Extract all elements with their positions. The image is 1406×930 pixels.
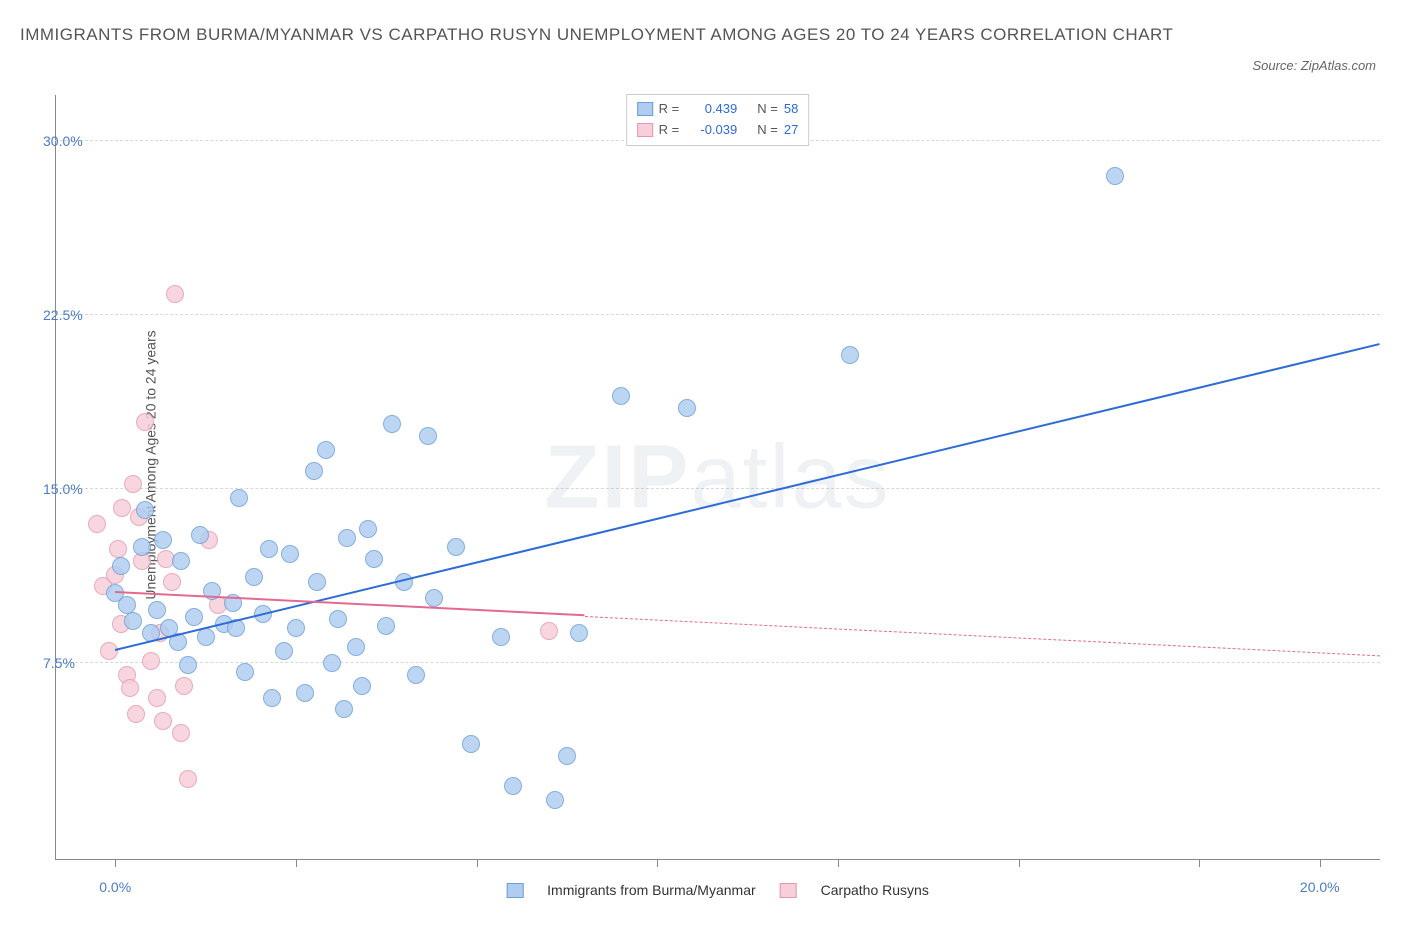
data-point (335, 700, 353, 718)
r-value-a: 0.439 (685, 99, 737, 120)
data-point (154, 531, 172, 549)
swatch-series-b (637, 123, 653, 137)
data-point (447, 538, 465, 556)
data-point (329, 610, 347, 628)
data-point (347, 638, 365, 656)
data-point (678, 399, 696, 417)
data-point (124, 475, 142, 493)
n-value-a: 58 (784, 99, 798, 120)
n-value-b: 27 (784, 120, 798, 141)
data-point (305, 462, 323, 480)
data-point (275, 642, 293, 660)
data-point (172, 552, 190, 570)
data-point (175, 677, 193, 695)
legend-label-b: Carpatho Rusyns (821, 882, 929, 898)
swatch-bottom-a (506, 883, 523, 898)
data-point (236, 663, 254, 681)
data-point (338, 529, 356, 547)
data-point (179, 656, 197, 674)
data-point (172, 724, 190, 742)
x-tick (657, 860, 658, 867)
data-point (133, 538, 151, 556)
data-point (100, 642, 118, 660)
chart-area: ZIPatlas R = 0.439 N = 58 R = -0.039 N =… (55, 95, 1380, 860)
data-point (109, 540, 127, 558)
r-label: R = (659, 120, 680, 141)
r-label: R = (659, 99, 680, 120)
x-tick (1019, 860, 1020, 867)
data-point (179, 770, 197, 788)
data-point (121, 679, 139, 697)
source-label: Source: ZipAtlas.com (1252, 58, 1376, 73)
data-point (287, 619, 305, 637)
data-point (546, 791, 564, 809)
data-point (142, 652, 160, 670)
data-point (570, 624, 588, 642)
data-point (841, 346, 859, 364)
data-point (124, 612, 142, 630)
data-point (113, 499, 131, 517)
x-tick (838, 860, 839, 867)
x-tick (1320, 860, 1321, 867)
data-point (425, 589, 443, 607)
y-axis-label: 15.0% (43, 481, 1406, 497)
x-tick (296, 860, 297, 867)
data-point (377, 617, 395, 635)
data-point (308, 573, 326, 591)
data-point (245, 568, 263, 586)
data-point (383, 415, 401, 433)
data-point (136, 501, 154, 519)
x-tick (115, 860, 116, 867)
data-point (540, 622, 558, 640)
swatch-bottom-b (780, 883, 797, 898)
data-point (191, 526, 209, 544)
chart-title: IMMIGRANTS FROM BURMA/MYANMAR VS CARPATH… (20, 22, 1256, 48)
plot-box (55, 95, 1380, 860)
data-point (419, 427, 437, 445)
data-point (323, 654, 341, 672)
legend-label-a: Immigrants from Burma/Myanmar (547, 882, 755, 898)
data-point (281, 545, 299, 563)
data-point (317, 441, 335, 459)
x-axis-label: 0.0% (99, 879, 131, 895)
data-point (407, 666, 425, 684)
stats-row-a: R = 0.439 N = 58 (637, 99, 799, 120)
data-point (359, 520, 377, 538)
data-point (365, 550, 383, 568)
data-point (230, 489, 248, 507)
data-point (185, 608, 203, 626)
r-value-b: -0.039 (685, 120, 737, 141)
data-point (127, 705, 145, 723)
stats-row-b: R = -0.039 N = 27 (637, 120, 799, 141)
data-point (88, 515, 106, 533)
data-point (558, 747, 576, 765)
data-point (260, 540, 278, 558)
x-tick (1199, 860, 1200, 867)
data-point (492, 628, 510, 646)
data-point (504, 777, 522, 795)
n-label: N = (757, 120, 778, 141)
data-point (263, 689, 281, 707)
x-tick (477, 860, 478, 867)
stats-legend-box: R = 0.439 N = 58 R = -0.039 N = 27 (626, 94, 810, 146)
data-point (612, 387, 630, 405)
data-point (197, 628, 215, 646)
data-point (462, 735, 480, 753)
data-point (136, 413, 154, 431)
data-point (1106, 167, 1124, 185)
swatch-series-a (637, 102, 653, 116)
data-point (353, 677, 371, 695)
data-point (166, 285, 184, 303)
data-point (163, 573, 181, 591)
data-point (148, 601, 166, 619)
data-point (154, 712, 172, 730)
x-axis-label: 20.0% (1300, 879, 1340, 895)
data-point (112, 557, 130, 575)
y-axis-label: 22.5% (43, 307, 1406, 323)
data-point (148, 689, 166, 707)
legend-bottom: Immigrants from Burma/Myanmar Carpatho R… (506, 882, 929, 898)
n-label: N = (757, 99, 778, 120)
data-point (296, 684, 314, 702)
